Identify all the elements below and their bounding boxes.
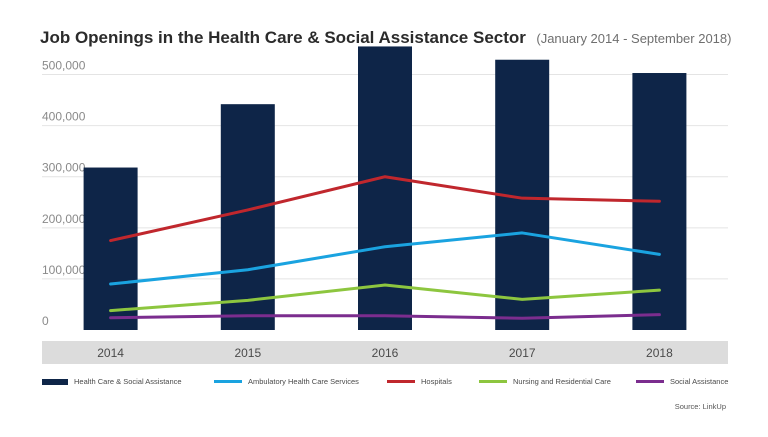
source-note: Source: LinkUp [674,402,726,411]
line-series-group [109,175,661,320]
line-point [109,309,112,312]
line-point [521,317,524,320]
legend-item: Ambulatory Health Care Services [214,377,359,386]
bar-2015 [220,104,275,330]
line-point [246,268,249,271]
bar-2016 [358,46,412,330]
x-axis-tick-labels: 2014 2015 2016 2017 2018 [97,346,673,360]
legend-item: Hospitals [387,377,452,386]
line-point [109,316,112,319]
legend-line-swatch [214,380,242,383]
line-point [246,299,249,302]
legend-label: Nursing and Residential Care [513,377,611,386]
line-point [521,231,524,235]
x-tick-label-2016: 2016 [372,346,399,360]
line-point [383,175,387,178]
x-axis-band [42,341,728,364]
legend-bar-swatch [42,378,68,385]
legend-item: Health Care & Social Assistance [42,377,182,386]
y-tick-label: 0 [42,314,49,328]
x-tick-label-2014: 2014 [97,346,124,360]
chart-title-row: Job Openings in the Health Care & Social… [40,28,731,48]
line-point [658,253,661,256]
legend-label: Health Care & Social Assistance [74,377,182,386]
bar-2014 [83,167,138,330]
line-point [109,282,112,286]
line-point [521,298,524,301]
line-point [658,313,661,316]
y-tick-label: 400,000 [42,110,86,124]
line-point [521,196,524,200]
line-point [109,239,112,242]
y-axis-tick-labels: 0 100,000 200,000 300,000 400,000 500,000 [42,59,86,328]
legend-label: Hospitals [421,377,452,386]
line-point [246,314,249,317]
chart-subtitle: (January 2014 - September 2018) [536,31,732,46]
legend-item: Social Assistance [636,377,728,386]
legend-item: Nursing and Residential Care [479,377,611,386]
legend-line-swatch [479,380,507,383]
line-point [383,245,387,248]
x-tick-label-2017: 2017 [509,346,536,360]
legend-label: Ambulatory Health Care Services [248,377,359,386]
line-point [383,314,387,317]
chart-title: Job Openings in the Health Care & Social… [40,28,526,47]
x-tick-label-2018: 2018 [646,346,673,360]
y-tick-label: 100,000 [42,263,86,277]
line-point [246,208,249,212]
y-tick-label: 500,000 [42,59,86,73]
line-point [658,288,661,292]
y-tick-label: 200,000 [42,212,86,226]
x-tick-label-2015: 2015 [234,346,261,360]
legend-line-swatch [636,380,664,383]
y-tick-label: 300,000 [42,161,86,175]
legend: Health Care & Social Assistance Ambulator… [42,377,742,391]
legend-label: Social Assistance [670,377,729,386]
legend-line-swatch [387,380,415,383]
line-point [383,283,387,287]
bar-series [83,46,687,330]
line-point [658,200,661,203]
